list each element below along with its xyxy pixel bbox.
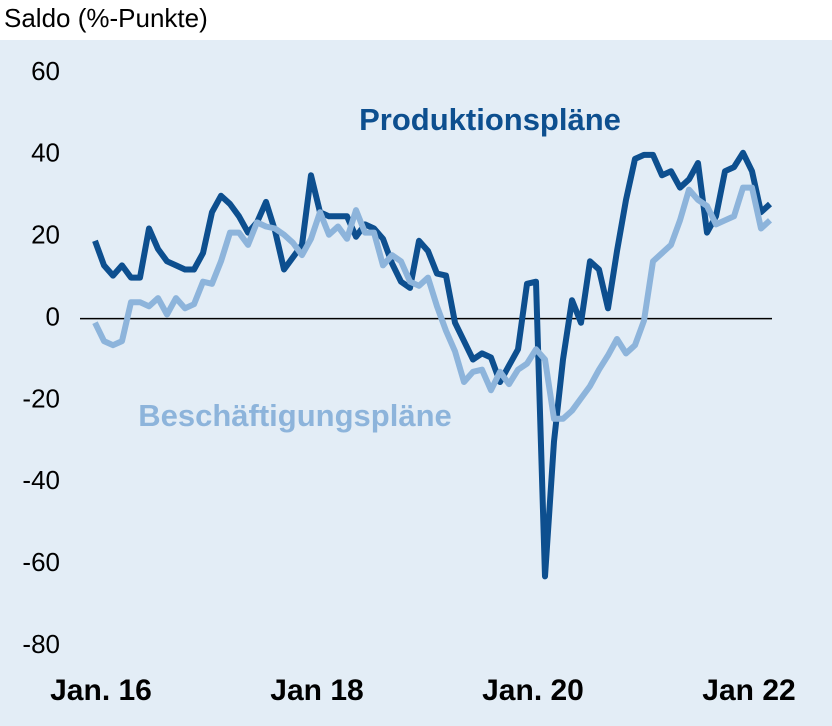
y-tick-label: 0 <box>46 301 60 331</box>
series-label: Beschäftigungspläne <box>138 398 452 433</box>
y-tick-label: -80 <box>22 629 60 659</box>
x-tick-label: Jan. 20 <box>482 674 584 707</box>
plot-background <box>0 40 832 726</box>
series-line <box>92 149 773 580</box>
x-tick-label: Jan 22 <box>702 674 795 707</box>
y-tick-label: -60 <box>22 547 60 577</box>
y-axis-label: Saldo (%-Punkte) <box>4 3 208 33</box>
y-tick-label: 40 <box>31 138 60 168</box>
x-tick-label: Jan. 16 <box>50 674 152 707</box>
y-tick-label: 20 <box>31 220 60 250</box>
y-tick-label: -20 <box>22 383 60 413</box>
y-tick-label: 60 <box>31 56 60 86</box>
series-line <box>92 184 773 422</box>
series-label: Produktionspläne <box>359 102 621 137</box>
x-tick-label: Jan 18 <box>270 674 363 707</box>
y-tick-label: -40 <box>22 465 60 495</box>
